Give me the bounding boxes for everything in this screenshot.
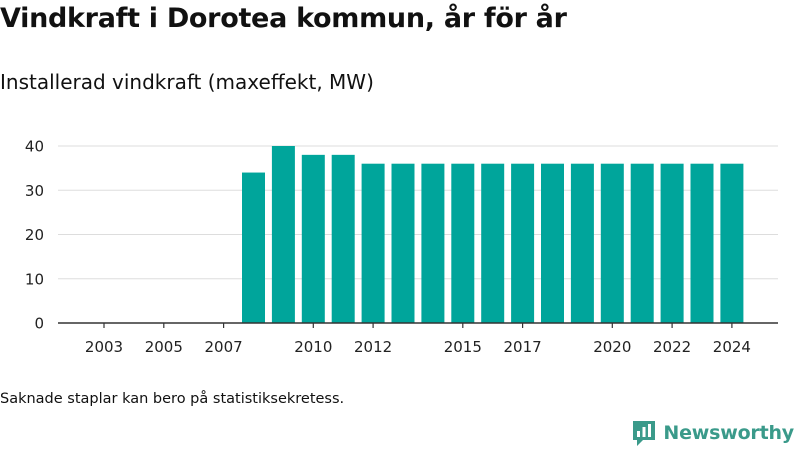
bar-2024 [720,163,744,323]
x-tick-label: 2010 [294,338,332,356]
y-tick-label: 20 [25,226,44,244]
bar-2018 [541,163,564,323]
x-tick-label: 2020 [593,338,631,356]
bar-2013 [391,163,415,323]
logo-text: Newsworthy [663,422,794,444]
x-tick-label: 2003 [85,338,123,356]
bar-2021 [630,163,654,323]
bar-2017 [511,163,535,323]
bar-2019 [570,163,594,323]
x-tick-label: 2024 [713,338,751,356]
bar-chart: 0 10 20 30 40 2003 2005 2007 2010 2012 2015 2017 202… [25,138,778,356]
bar-2023 [690,163,714,323]
chart-title: Vindkraft i Dorotea kommun, år för år [0,3,567,34]
bar-2015 [451,163,475,323]
bars [242,146,744,323]
bar-2011 [331,154,355,323]
y-tick-label: 0 [34,315,44,333]
bar-2012 [361,163,385,323]
gridlines [58,145,778,280]
x-tick-label: 2012 [354,338,392,356]
bar-2016 [481,163,505,323]
y-tick-label: 30 [25,182,44,200]
newsworthy-logo: Newsworthy [631,419,794,447]
x-tick-label: 2007 [205,338,243,356]
footnote: Saknade staplar kan bero på statistiksek… [0,391,345,407]
x-tick-label: 2017 [504,338,542,356]
chart-subtitle: Installerad vindkraft (maxeffekt, MW) [0,70,374,94]
y-tick-label: 10 [25,270,44,288]
bar-2008 [242,172,265,323]
bar-2014 [421,163,445,323]
bar-2020 [600,163,624,323]
y-tick-label: 40 [25,138,44,156]
bar-2022 [660,163,684,323]
bar-2009 [271,146,295,323]
x-tick-label: 2015 [444,338,482,356]
bar-2010 [301,154,325,323]
x-tick-label: 2022 [653,338,691,356]
axes: 0 10 20 30 40 2003 2005 2007 2010 2012 2015 2017 202… [25,138,778,356]
x-tick-label: 2005 [145,338,183,356]
newsworthy-bar-chat-icon [633,421,656,446]
